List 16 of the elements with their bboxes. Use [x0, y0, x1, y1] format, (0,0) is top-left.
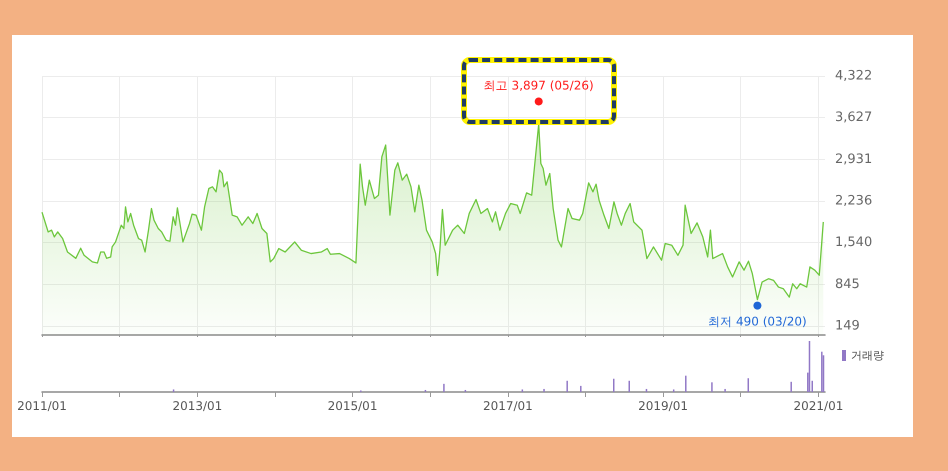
x-tick-label: 2017/01: [482, 399, 533, 413]
x-tick-label: 2019/01: [638, 399, 688, 413]
y-tick-label: 845: [835, 276, 860, 292]
y-tick-label: 3,627: [835, 110, 872, 126]
x-tick-label: 2015/01: [328, 399, 378, 413]
y-tick-label: 149: [835, 318, 860, 334]
x-tick-label: 2013/01: [172, 399, 222, 413]
annotation: 최저 490 (03/20): [708, 314, 807, 329]
x-tick-label: 2011/01: [17, 399, 67, 413]
y-tick-label: 1,540: [835, 235, 872, 250]
y-tick-label: 2,931: [835, 152, 872, 167]
x-tick-label: 2021/01: [793, 399, 844, 413]
legend-label: 거래량: [851, 349, 884, 362]
annotation: 최고 3,897 (05/26): [484, 78, 594, 92]
y-tick-label: 2,236: [835, 194, 872, 209]
y-tick-label: 4,322: [835, 68, 872, 84]
